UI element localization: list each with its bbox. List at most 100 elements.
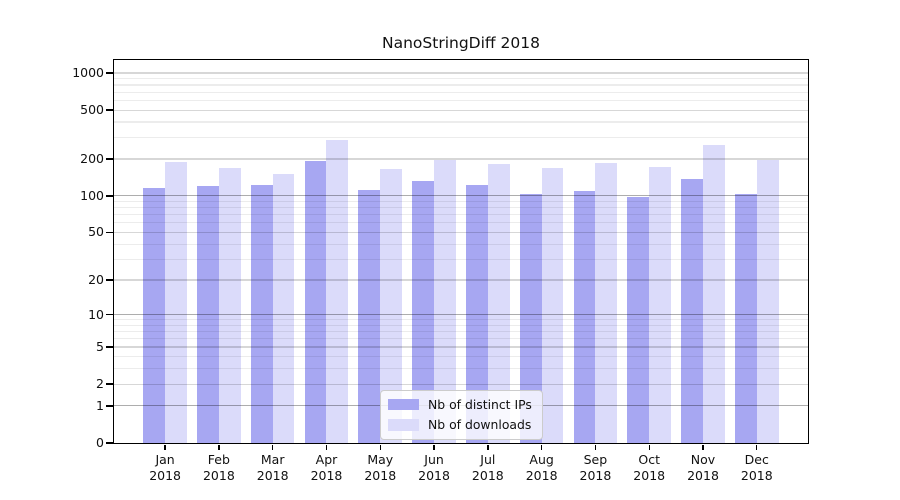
y-tick xyxy=(106,442,114,444)
x-tick xyxy=(379,444,381,450)
bar-distinct-ips xyxy=(143,187,166,443)
bar-downloads xyxy=(326,139,349,443)
chart-title: NanoStringDiff 2018 xyxy=(382,34,540,52)
x-tick xyxy=(487,444,489,450)
gridline xyxy=(114,207,808,209)
plot-area: Nb of distinct IPs Nb of downloads xyxy=(114,60,808,443)
bar-distinct-ips xyxy=(197,186,219,443)
gridline xyxy=(114,136,808,138)
bar-distinct-ips xyxy=(412,180,435,443)
y-tick xyxy=(106,195,114,197)
gridline xyxy=(114,243,808,245)
gridline xyxy=(114,91,808,93)
y-tick-label: 1 xyxy=(96,397,104,413)
gridline xyxy=(114,121,808,123)
bar-downloads xyxy=(434,160,456,443)
legend-entry-distinct-ips: Nb of distinct IPs xyxy=(388,396,532,413)
legend-label-downloads: Nb of downloads xyxy=(428,417,532,433)
x-tick xyxy=(648,444,650,450)
legend-label-distinct-ips: Nb of distinct IPs xyxy=(428,396,532,412)
gridline xyxy=(114,383,808,385)
bar-downloads xyxy=(703,145,725,443)
gridline xyxy=(114,222,808,224)
y-tick-label: 2 xyxy=(96,376,104,392)
y-tick xyxy=(106,109,114,111)
gridline xyxy=(114,279,808,281)
y-tick-label: 1000 xyxy=(72,65,104,81)
x-tick xyxy=(271,444,274,450)
bar-downloads xyxy=(649,167,671,443)
bar-distinct-ips xyxy=(466,184,488,443)
y-tick xyxy=(106,346,114,348)
gridline xyxy=(114,78,808,80)
gridline xyxy=(114,195,808,197)
x-tick-label: Feb 2018 xyxy=(202,452,235,483)
bar-distinct-ips xyxy=(734,194,757,443)
x-tick xyxy=(540,444,543,450)
gridline xyxy=(114,356,808,358)
gridline xyxy=(114,313,808,316)
bar-distinct-ips xyxy=(358,189,381,443)
x-tick-label: Jun 2018 xyxy=(418,452,450,483)
x-tick xyxy=(594,444,597,450)
y-tick xyxy=(106,313,114,316)
bar-downloads xyxy=(165,162,187,443)
gridline xyxy=(114,214,808,216)
bar-downloads xyxy=(756,159,779,443)
legend-swatch-distinct-ips xyxy=(388,398,419,410)
bar-distinct-ips xyxy=(681,179,703,443)
gridline xyxy=(114,368,808,370)
x-tick xyxy=(164,444,166,450)
x-tick-label: Dec 2018 xyxy=(740,452,773,483)
x-tick-label: Jul 2018 xyxy=(471,452,504,483)
gridline xyxy=(114,258,808,260)
bars xyxy=(114,60,808,443)
bar-downloads xyxy=(272,173,295,443)
x-tick-label: Apr 2018 xyxy=(310,452,343,483)
x-tick-label: Oct 2018 xyxy=(633,452,666,483)
gridlines xyxy=(114,60,808,443)
gridline xyxy=(114,72,808,74)
y-tick-label: 0 xyxy=(96,435,104,450)
y-tick-label: 200 xyxy=(80,151,104,167)
x-tick xyxy=(756,444,758,450)
x-tick xyxy=(218,444,220,450)
y-tick-label: 5 xyxy=(96,339,104,355)
x-tick-label: Aug 2018 xyxy=(525,452,558,483)
gridline xyxy=(114,331,808,333)
gridline xyxy=(114,158,808,160)
gridline xyxy=(114,84,808,86)
bar-downloads xyxy=(380,168,403,443)
y-tick-label: 50 xyxy=(88,224,104,240)
y-tick-label: 20 xyxy=(88,271,104,287)
y-tick xyxy=(106,279,114,281)
y-tick xyxy=(106,231,114,234)
bar-downloads xyxy=(487,163,510,443)
x-tick xyxy=(325,444,328,450)
x-tick xyxy=(702,444,704,450)
x-tick-label: Jan 2018 xyxy=(149,452,181,483)
x-tick xyxy=(433,444,435,450)
bar-downloads xyxy=(595,162,618,443)
y-tick-label: 500 xyxy=(80,102,104,118)
y-tick-label: 100 xyxy=(80,187,104,203)
bar-distinct-ips xyxy=(250,185,273,443)
gridline xyxy=(114,319,808,321)
bar-distinct-ips xyxy=(519,193,542,443)
bar-distinct-ips xyxy=(627,197,650,443)
x-tick-label: Mar 2018 xyxy=(256,452,289,483)
x-tick-label: Nov 2018 xyxy=(687,452,719,483)
legend: Nb of distinct IPs Nb of downloads xyxy=(380,390,543,440)
x-tick-label: May 2018 xyxy=(364,452,397,483)
y-tick xyxy=(106,72,114,74)
y-tick-label: 10 xyxy=(88,306,104,322)
y-tick xyxy=(106,383,114,385)
gridline xyxy=(114,324,808,326)
gridline xyxy=(114,231,808,234)
gridline xyxy=(114,99,808,101)
y-tick xyxy=(106,158,114,160)
gridline xyxy=(114,346,808,348)
gridline xyxy=(114,338,808,340)
bar-downloads xyxy=(541,168,564,443)
